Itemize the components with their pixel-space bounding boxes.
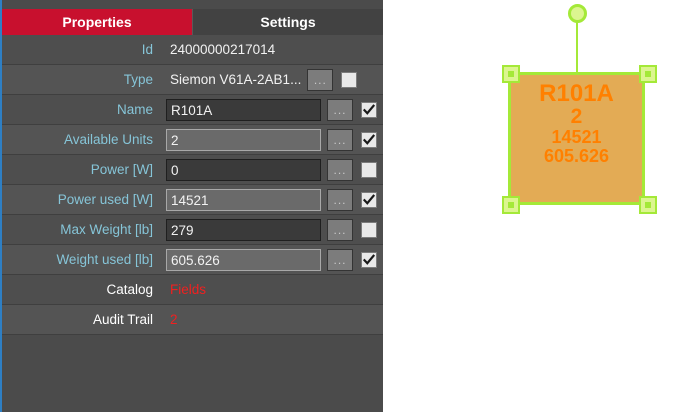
property-label: Name xyxy=(116,102,153,117)
tab-properties[interactable]: Properties xyxy=(2,9,192,35)
property-value-input[interactable]: R101A xyxy=(166,98,321,121)
property-label: Power [W] xyxy=(90,162,153,177)
property-row: Available Units 2... xyxy=(2,125,383,155)
property-table: Id 24000000217014 Type Siemon V61A-2AB1....… xyxy=(2,35,383,335)
ellipsis-browse-button[interactable]: ... xyxy=(327,218,353,241)
rotation-handle-icon[interactable] xyxy=(568,4,587,23)
property-row: Id 24000000217014 xyxy=(2,35,383,65)
property-value-cell: Fields xyxy=(162,282,383,297)
ellipsis-browse-button[interactable]: ... xyxy=(327,248,353,271)
checkbox-checked[interactable] xyxy=(361,131,377,148)
rack-body[interactable]: R101A 2 14521 605.626 xyxy=(508,72,645,205)
property-row: Catalog Fields xyxy=(2,275,383,305)
property-row: Power [W] 0... xyxy=(2,155,383,185)
property-value-text: Siemon V61A-2AB1... xyxy=(170,72,302,87)
property-value-cell: 0... xyxy=(162,158,383,181)
property-row: Name R101A... xyxy=(2,95,383,125)
checkbox-checked[interactable] xyxy=(361,251,377,268)
checkbox-unchecked[interactable] xyxy=(361,161,377,178)
property-label: Type xyxy=(123,72,153,87)
ellipsis-browse-button[interactable]: ... xyxy=(327,98,353,121)
ellipsis-browse-button[interactable]: ... xyxy=(327,128,353,151)
property-value-cell: Siemon V61A-2AB1...... xyxy=(162,68,383,91)
property-label: Power used [W] xyxy=(57,192,153,207)
rack-label-available-units: 2 xyxy=(570,105,583,129)
property-label: Catalog xyxy=(106,282,153,297)
property-value-input[interactable]: 0 xyxy=(166,158,321,181)
property-value-input[interactable]: 605.626 xyxy=(166,248,321,271)
tab-bar: Properties Settings xyxy=(2,9,383,35)
ellipsis-browse-button[interactable]: ... xyxy=(327,188,353,211)
rotation-stem xyxy=(576,19,578,74)
property-value-text: 24000000217014 xyxy=(170,42,276,57)
property-value-cell: 14521... xyxy=(162,188,383,211)
property-row: Max Weight [lb] 279... xyxy=(2,215,383,245)
checkbox-checked[interactable] xyxy=(361,101,377,118)
property-value-cell: 2 xyxy=(162,312,383,327)
property-row: Audit Trail 2 xyxy=(2,305,383,335)
ellipsis-browse-button[interactable]: ... xyxy=(307,68,334,91)
property-value-input[interactable]: 279 xyxy=(166,218,321,241)
properties-panel: Properties Settings Id 24000000217014 Type… xyxy=(0,0,383,412)
property-row: Weight used [lb] 605.626... xyxy=(2,245,383,275)
resize-handle-bottom-right[interactable] xyxy=(639,196,657,214)
property-label: Available Units xyxy=(63,132,153,147)
property-value-link[interactable]: 2 xyxy=(170,312,178,327)
property-label: Id xyxy=(141,42,153,57)
checkbox-unchecked[interactable] xyxy=(361,221,377,238)
property-value-cell: 2... xyxy=(162,128,383,151)
checkbox-unchecked[interactable] xyxy=(341,71,358,88)
property-value-input[interactable]: 2 xyxy=(166,128,321,151)
rack-object-R101A[interactable]: R101A 2 14521 605.626 xyxy=(508,72,645,205)
checkbox-checked[interactable] xyxy=(361,191,377,208)
resize-handle-bottom-left[interactable] xyxy=(502,196,520,214)
property-value-cell: 24000000217014 xyxy=(162,42,383,57)
property-value-cell: R101A... xyxy=(162,98,383,121)
rack-label-power-used: 14521 xyxy=(551,127,602,148)
property-label: Max Weight [lb] xyxy=(60,222,153,237)
diagram-canvas[interactable]: R101A 2 14521 605.626 xyxy=(383,0,692,412)
property-value-link[interactable]: Fields xyxy=(170,282,207,297)
property-row: Type Siemon V61A-2AB1...... xyxy=(2,65,383,95)
property-value-cell: 605.626... xyxy=(162,248,383,271)
resize-handle-top-left[interactable] xyxy=(502,65,520,83)
rack-label-name: R101A xyxy=(539,80,614,107)
property-row: Power used [W] 14521... xyxy=(2,185,383,215)
property-value-cell: 279... xyxy=(162,218,383,241)
resize-handle-top-right[interactable] xyxy=(639,65,657,83)
rack-label-weight-used: 605.626 xyxy=(543,146,610,167)
property-label: Weight used [lb] xyxy=(56,252,153,267)
property-label: Audit Trail xyxy=(92,312,153,327)
ellipsis-browse-button[interactable]: ... xyxy=(327,158,353,181)
property-value-input[interactable]: 14521 xyxy=(166,188,321,211)
tab-settings[interactable]: Settings xyxy=(192,9,383,35)
